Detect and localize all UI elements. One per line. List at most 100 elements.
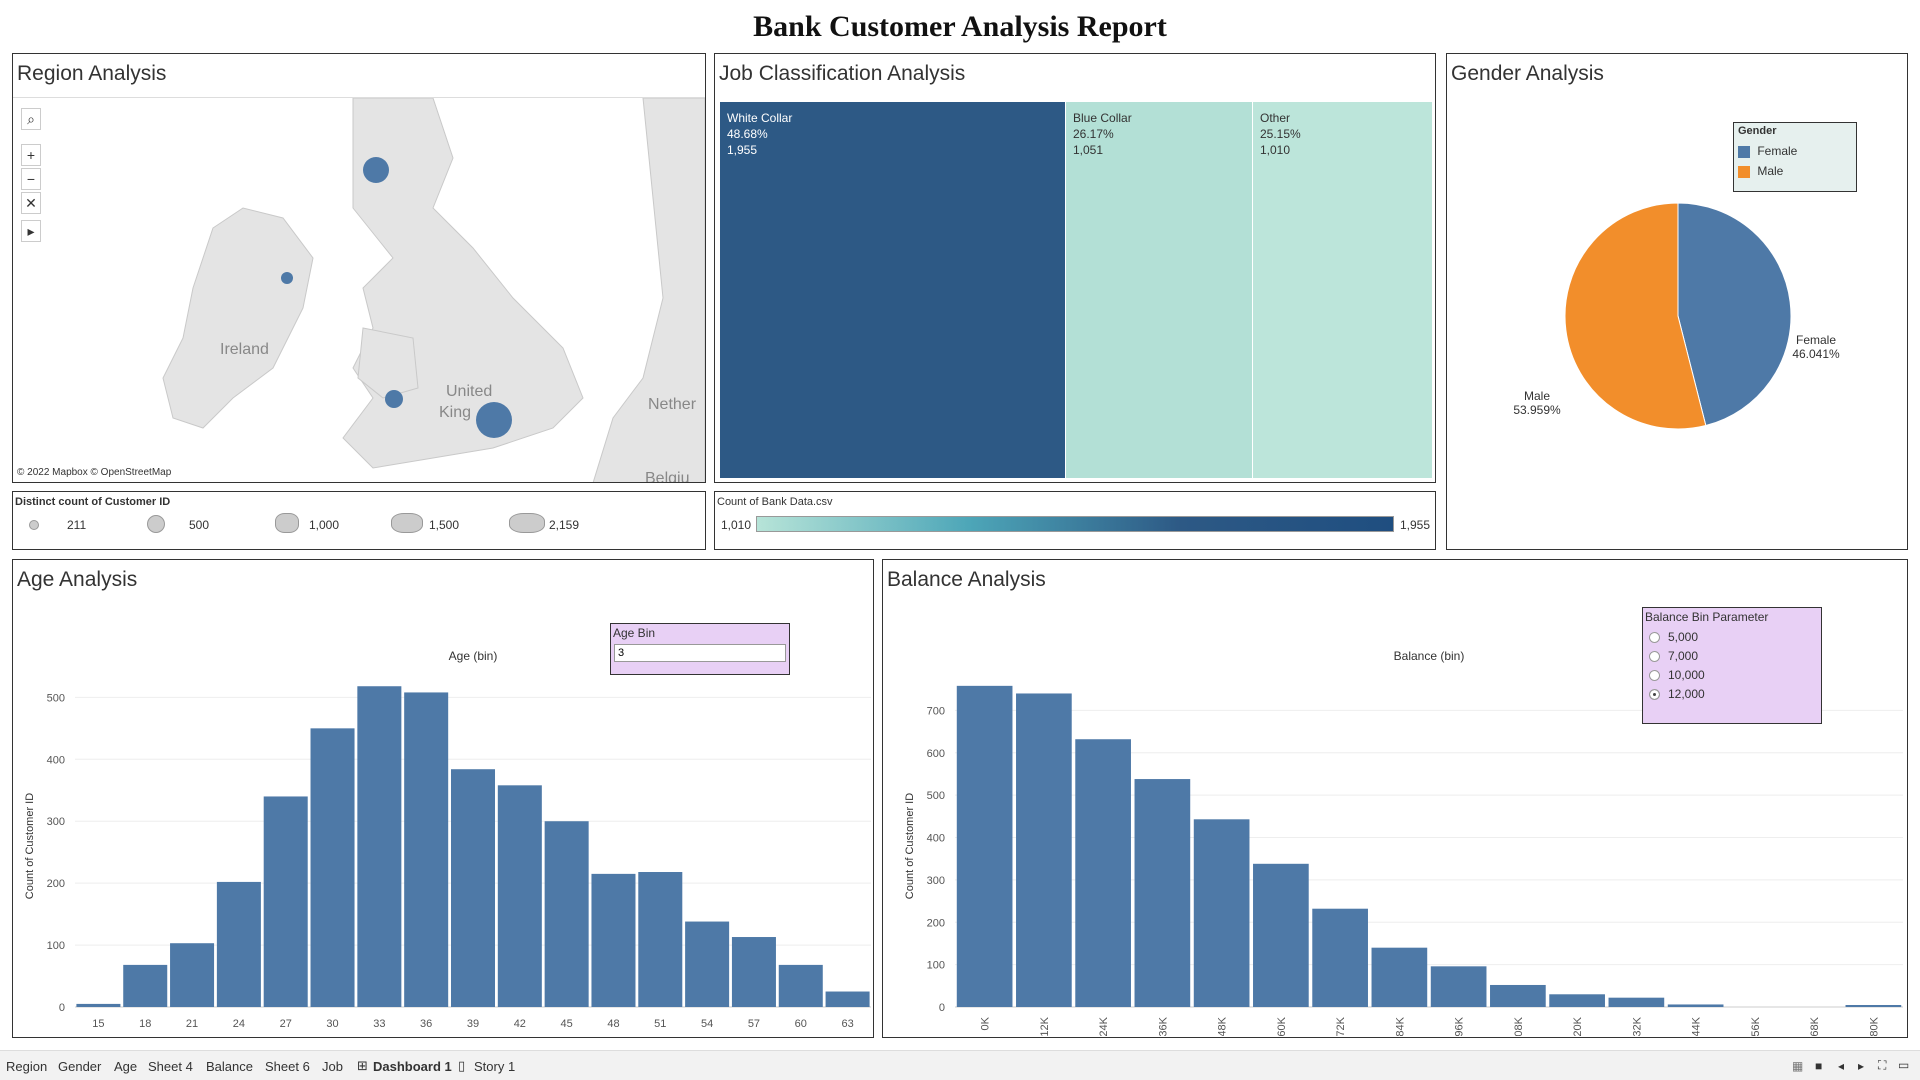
- treemap-cell-blue-collar[interactable]: Blue Collar 26.17% 1,051: [1066, 102, 1253, 478]
- map-search-icon[interactable]: ⌕: [21, 108, 41, 130]
- bar[interactable]: [76, 1003, 121, 1007]
- treemap-cell-other[interactable]: Other 25.15% 1,010: [1253, 102, 1432, 478]
- legend-item-1000: 1,000: [263, 510, 353, 538]
- treemap-label: Other 25.15% 1,010: [1260, 110, 1301, 158]
- tab-story-1[interactable]: Story 1: [474, 1059, 516, 1074]
- x-tick-label: 18: [139, 1018, 151, 1030]
- balance-title: Balance Analysis: [887, 568, 1046, 591]
- presentation-icon[interactable]: ▭: [1898, 1058, 1910, 1072]
- legend-item-211: 211: [29, 516, 109, 536]
- balance-option[interactable]: 7,000: [1649, 649, 1698, 663]
- bar[interactable]: [1845, 1005, 1902, 1007]
- prev-sheet-icon[interactable]: ◂: [1838, 1059, 1845, 1073]
- tab-age[interactable]: Age: [114, 1059, 138, 1074]
- x-tick-label: 96K: [1454, 1016, 1466, 1036]
- bar[interactable]: [1549, 994, 1605, 1007]
- radio-icon[interactable]: [1649, 689, 1660, 701]
- bar[interactable]: [1608, 997, 1665, 1007]
- pie-slice-male[interactable]: [1564, 202, 1707, 430]
- job-panel: Job Classification Analysis White Collar…: [714, 53, 1436, 483]
- treemap-cell-white-collar[interactable]: White Collar 48.68% 1,955: [720, 102, 1066, 478]
- job-treemap[interactable]: White Collar 48.68% 1,955 Blue Collar 26…: [720, 102, 1432, 478]
- gender-legend[interactable]: Gender Female Male: [1733, 122, 1857, 192]
- bar[interactable]: [1430, 966, 1487, 1007]
- job-pct: 48.68%: [727, 127, 768, 141]
- legend-value: 211: [67, 518, 87, 532]
- radio-icon[interactable]: [1649, 651, 1660, 663]
- bar[interactable]: [1312, 908, 1368, 1007]
- zoom-in-icon[interactable]: +: [21, 144, 41, 166]
- age-bin-parameter: Age Bin: [610, 623, 790, 675]
- bar[interactable]: [1075, 739, 1131, 1007]
- balance-bin-parameter: Balance Bin Parameter 5,000 7,000 10,000 12…: [1642, 607, 1822, 724]
- tab-sheet-6[interactable]: Sheet 6: [265, 1059, 310, 1074]
- legend-size-icon: [147, 515, 165, 533]
- balance-histogram[interactable]: Balance (bin) Count of Customer ID 0 100 200…: [883, 600, 1907, 1036]
- gender-legend-female[interactable]: Female: [1738, 144, 1797, 158]
- bar[interactable]: [1134, 779, 1191, 1007]
- bar[interactable]: [638, 872, 683, 1007]
- y-tick-label: 700: [927, 705, 945, 717]
- region-map[interactable]: Ireland United King Nether Belgiu ⌕ + − …: [13, 97, 705, 482]
- bar[interactable]: [216, 881, 261, 1007]
- bar[interactable]: [1016, 693, 1072, 1007]
- next-sheet-icon[interactable]: ▸: [1858, 1059, 1865, 1073]
- tab-region[interactable]: Region: [6, 1059, 48, 1074]
- bar[interactable]: [310, 728, 355, 1007]
- bar[interactable]: [544, 821, 589, 1007]
- job-count: 1,010: [1260, 143, 1291, 157]
- balance-option[interactable]: 10,000: [1649, 668, 1705, 682]
- bar[interactable]: [591, 873, 636, 1007]
- y-tick-label: 200: [927, 917, 945, 929]
- age-bin-input[interactable]: [614, 644, 786, 662]
- expand-toolbar-icon[interactable]: ▸: [21, 220, 41, 242]
- chart-title: Balance (bin): [1394, 649, 1465, 663]
- bar[interactable]: [123, 964, 168, 1007]
- bar[interactable]: [956, 685, 1013, 1007]
- sheet-sorter-icon[interactable]: ▦: [1792, 1059, 1804, 1073]
- female-legend-label: Female: [1757, 144, 1798, 158]
- tab-balance[interactable]: Balance: [206, 1059, 253, 1074]
- bar[interactable]: [731, 937, 776, 1007]
- fullscreen-icon[interactable]: ⛶: [1878, 1058, 1887, 1072]
- reset-map-icon[interactable]: ✕: [21, 192, 41, 214]
- job-pct: 26.17%: [1073, 127, 1114, 141]
- gender-pie-chart[interactable]: Female 46.041% Male 53.959%: [1447, 194, 1907, 514]
- bar[interactable]: [1253, 863, 1309, 1007]
- radio-icon[interactable]: [1649, 670, 1660, 682]
- radio-icon[interactable]: [1649, 632, 1660, 644]
- x-tick-label: 36: [420, 1018, 432, 1030]
- tab-gender[interactable]: Gender: [58, 1059, 102, 1074]
- x-tick-label: 21: [186, 1018, 198, 1030]
- bar[interactable]: [685, 921, 730, 1007]
- pie-slice-female[interactable]: [1677, 202, 1792, 427]
- bar[interactable]: [357, 686, 402, 1007]
- job-legend-title: Count of Bank Data.csv: [717, 496, 833, 508]
- bar[interactable]: [1667, 1004, 1724, 1007]
- map-circle-ni: [281, 272, 293, 284]
- zoom-out-icon[interactable]: −: [21, 168, 41, 190]
- bar[interactable]: [1490, 984, 1546, 1007]
- balance-option[interactable]: 12,000: [1649, 687, 1705, 701]
- tab-dashboard-1[interactable]: Dashboard 1: [373, 1059, 452, 1074]
- tab-sheet-4[interactable]: Sheet 4: [148, 1059, 193, 1074]
- bar[interactable]: [778, 964, 823, 1007]
- gender-legend-male[interactable]: Male: [1738, 164, 1783, 178]
- bar[interactable]: [170, 943, 215, 1007]
- bar[interactable]: [450, 769, 496, 1007]
- y-axis-label: Count of Customer ID: [904, 793, 916, 899]
- job-legend-min: 1,010: [721, 518, 752, 532]
- pie-slices: [1564, 202, 1792, 430]
- pie-male-label: Male: [1524, 389, 1550, 403]
- bar[interactable]: [1193, 819, 1250, 1007]
- bar[interactable]: [497, 785, 542, 1007]
- bar[interactable]: [825, 991, 870, 1007]
- bar[interactable]: [404, 692, 449, 1007]
- filmstrip-icon[interactable]: ■: [1815, 1059, 1823, 1073]
- x-tick-label: 60K: [1276, 1016, 1288, 1036]
- balance-option[interactable]: 5,000: [1649, 630, 1698, 644]
- bar[interactable]: [263, 796, 308, 1007]
- tab-job[interactable]: Job: [322, 1059, 343, 1074]
- bar[interactable]: [1371, 947, 1428, 1007]
- age-histogram[interactable]: Age (bin) Count of Customer ID 0 100 200 300 4…: [13, 600, 873, 1036]
